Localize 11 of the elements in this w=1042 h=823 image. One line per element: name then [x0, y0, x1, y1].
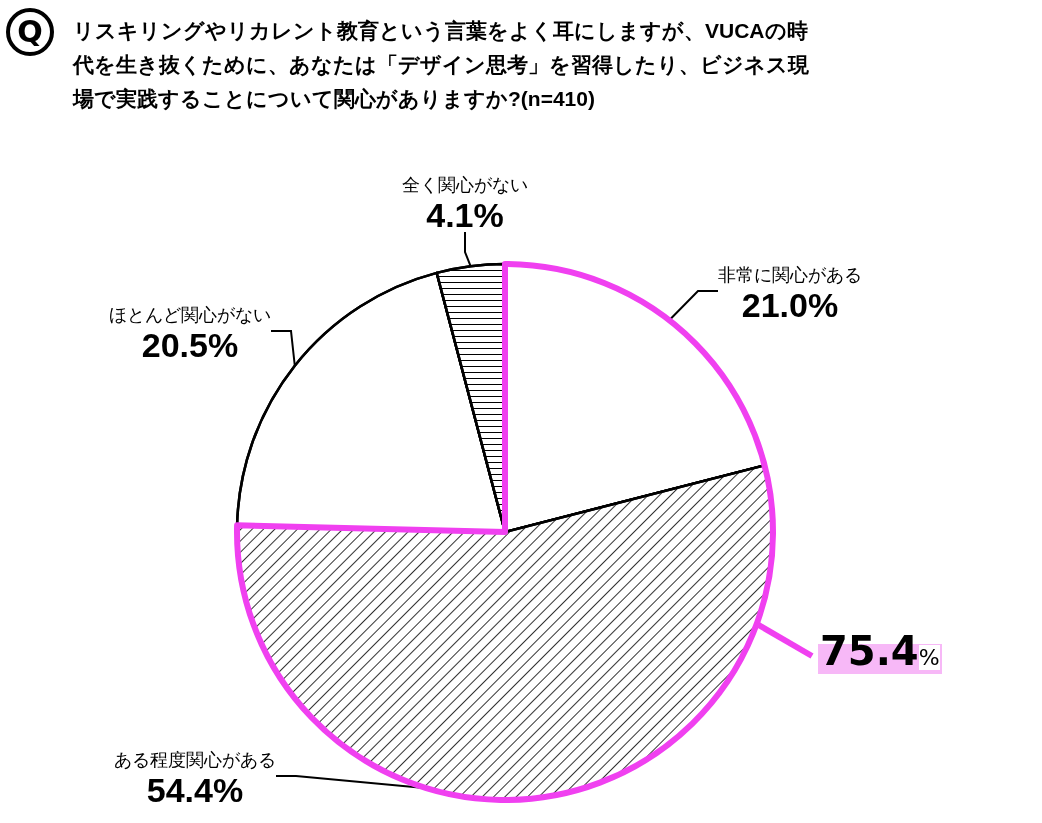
q-icon: Q: [6, 8, 54, 56]
data-label: 21.0%: [741, 286, 839, 324]
slice-label: ある程度関心がある: [114, 750, 276, 770]
data-label: 4.1%: [426, 196, 504, 234]
data-label: 20.5%: [141, 326, 239, 364]
slice-label: 全く関心がない: [402, 175, 528, 195]
slice-label: ほとんど関心がない: [109, 305, 271, 325]
slice-label: 非常に関心がある: [718, 265, 862, 285]
text: 75.4%: [820, 628, 940, 674]
data-label: 54.4%: [146, 771, 244, 809]
chart-title: リスキリングやリカレント教育という言葉をよく耳にしますが、VUCAの時代を生き抜くために、あなたは「デザイン思考」を習得したり、ビジネス現場で実践することについて関心がありますか?(n=410): [72, 18, 810, 111]
